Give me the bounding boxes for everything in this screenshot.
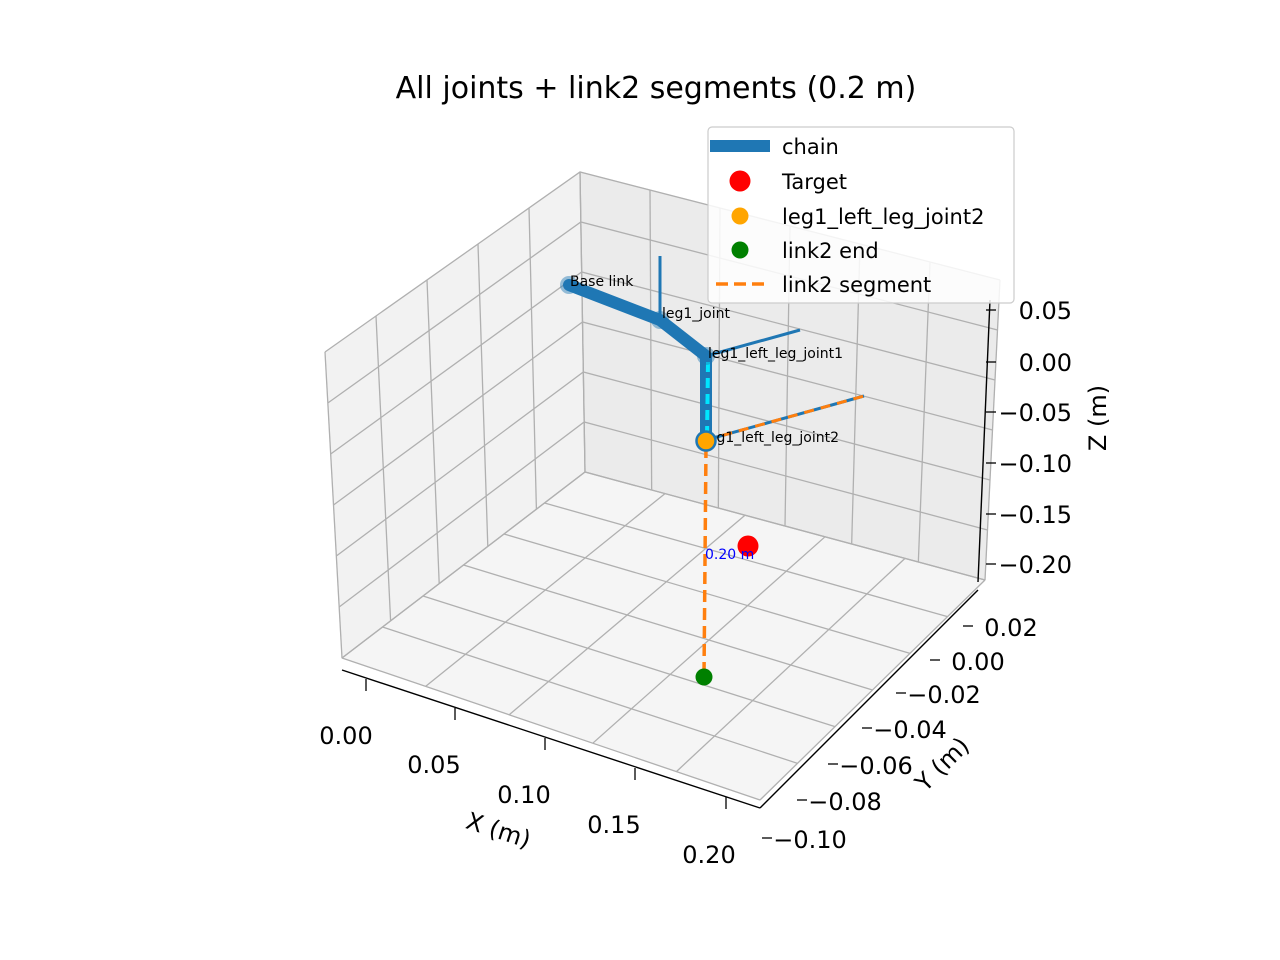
joint-marker [651,311,669,329]
legend-box [707,126,1015,304]
grid-line [341,657,761,801]
legend-label: leg1_left_leg_joint2 [782,205,984,230]
grid-line [335,371,991,557]
legend-label: chain [782,135,839,159]
target-marker [737,535,759,557]
x-tick-label: 0.15 [587,811,640,839]
x-tick-label: 0.05 [407,751,460,779]
joint-label: Base link [570,274,634,290]
grid-line [330,271,996,455]
joint-marker [697,347,715,365]
joint-axis-dashed [705,394,865,442]
x-tick-label: 0.10 [497,781,550,809]
z-ticks: 0.05 0.00 −0.05 −0.10 −0.15 −0.20 [986,297,1072,579]
z-tick-label: −0.10 [998,450,1072,478]
y-tick-label: 0.02 [984,614,1037,642]
legend-swatch-dot [729,170,751,192]
z-tick-label: −0.15 [998,501,1072,529]
x-tick-label: 0.20 [682,841,735,869]
legend-swatch-dot [731,207,749,225]
z-tick-label: 0.00 [1019,349,1072,377]
axes [341,299,991,809]
highlight-segment [705,361,710,439]
y-tick-label: −0.04 [873,716,947,744]
z-tick-label: 0.05 [1019,297,1072,325]
grid-line [463,564,873,691]
z-axis-line [977,299,991,583]
grid-line [333,321,993,506]
legend-label: link2 segment [782,273,931,297]
grid-line [544,502,948,618]
grid-line [503,533,911,654]
link2-length-label: 0.20 m [705,547,754,563]
joint-label: leg1_joint [662,306,731,322]
x-axis-line [341,669,761,809]
data-marks: Base link leg1_joint leg1_left_leg_joint1l… [560,256,865,686]
joint2-marker [695,430,717,452]
y-tick-label: −0.02 [907,681,981,709]
legend-label: link2 end [782,239,879,263]
z-tick-label: −0.20 [998,551,1072,579]
joint-label: leg1_left_leg_joint2 [704,430,839,446]
y-tick-label: −0.06 [839,752,913,780]
joint-marker [560,276,578,294]
x-tick-label: 0.00 [319,722,372,750]
grid-line [584,471,986,581]
y-ticks: 0.02 0.00 −0.02 −0.04 −0.06 −0.08 −0.10 [762,614,1038,854]
legend-label: Target [781,170,847,194]
z-axis-label: Z (m) [1084,385,1112,451]
z-tick-label: −0.05 [998,399,1072,427]
grid-line [382,626,798,764]
legend: chain Target leg1_left_leg_joint2 link2 end… [707,126,1015,304]
chart-title: All joints + link2 segments (0.2 m) [396,71,917,106]
x-axis-label: X (m) [463,807,535,854]
joint-axis-line [705,328,801,358]
x-ticks: 0.00 0.05 0.10 0.15 0.20 [319,679,736,869]
y-tick-label: −0.10 [773,826,847,854]
grid-line [338,421,988,608]
joint-label: leg1_left_leg_joint1 [708,346,843,362]
grid-line [422,595,836,728]
y-tick-label: −0.08 [808,788,882,816]
legend-swatch-dot [731,241,749,259]
link2-end-marker [695,668,713,686]
y-tick-label: 0.00 [951,648,1004,676]
link2-segment-line [702,445,708,677]
y-axis-line [759,589,979,809]
